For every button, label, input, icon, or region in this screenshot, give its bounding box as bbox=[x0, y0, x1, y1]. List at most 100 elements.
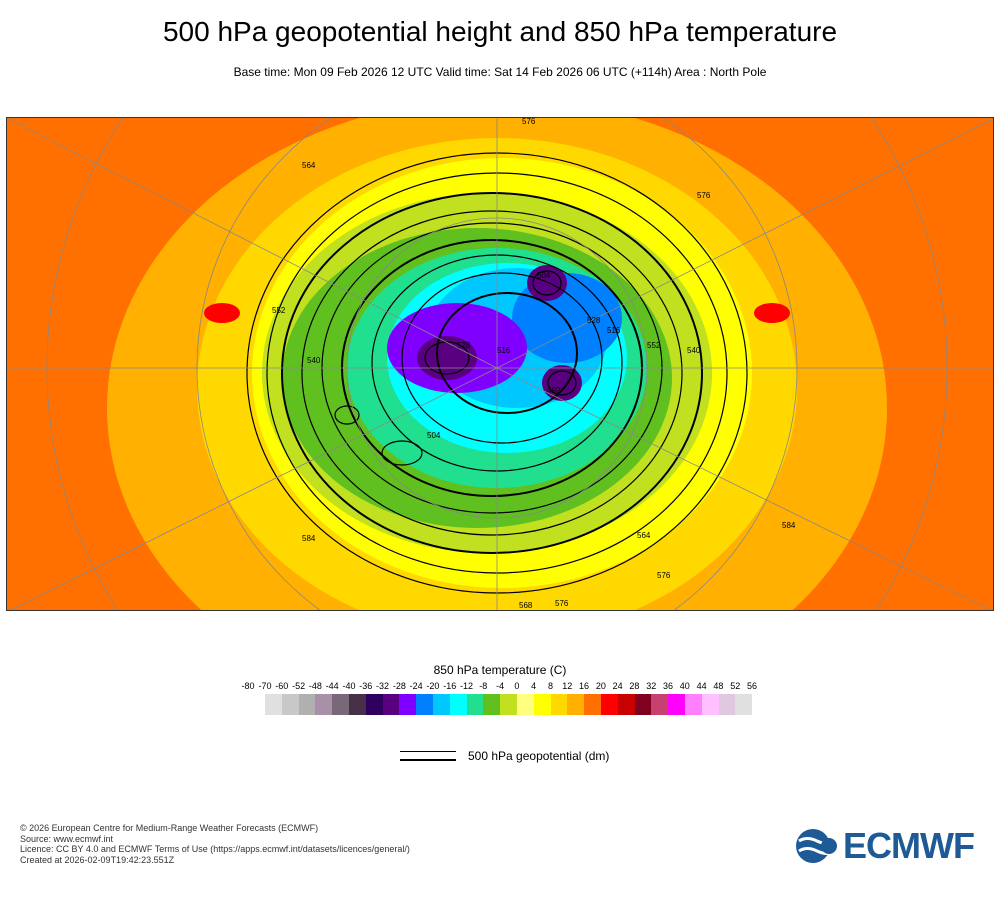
colorbar-swatch bbox=[315, 694, 333, 715]
colorbar-swatch bbox=[617, 694, 635, 715]
colorbar-swatch bbox=[399, 694, 417, 715]
contour-label: 576 bbox=[522, 118, 536, 126]
contour-label: 504 bbox=[427, 431, 441, 440]
colorbar-tick-label: -4 bbox=[496, 681, 505, 691]
colorbar-swatch bbox=[466, 694, 484, 715]
contour-label: 528 bbox=[587, 316, 601, 325]
contour-label: 504 bbox=[537, 271, 551, 280]
colorbar-swatch bbox=[416, 694, 433, 715]
colorbar-tick-label: -16 bbox=[443, 681, 457, 691]
colorbar-swatch bbox=[516, 694, 534, 715]
colorbar-tick-label: 24 bbox=[612, 681, 623, 691]
colorbar-tick-label: 44 bbox=[696, 681, 707, 691]
colorbar bbox=[265, 694, 753, 715]
contour-label: 564 bbox=[302, 161, 316, 170]
colorbar-tick-label: 48 bbox=[713, 681, 724, 691]
colorbar-swatch bbox=[668, 694, 685, 715]
footer: © 2026 European Centre for Medium-Range … bbox=[20, 823, 410, 865]
contour-label: 584 bbox=[782, 521, 796, 530]
colorbar-swatch bbox=[550, 694, 568, 715]
colorbar-swatch bbox=[348, 694, 366, 715]
licence: Licence: CC BY 4.0 and ECMWF Terms of Us… bbox=[20, 844, 410, 854]
contour-label: 528 bbox=[457, 341, 471, 350]
colorbar-tick-label: -44 bbox=[325, 681, 339, 691]
colorbar-tick-label: 32 bbox=[646, 681, 657, 691]
colorbar-tick-label: -70 bbox=[258, 681, 272, 691]
colorbar-tick-label: 56 bbox=[746, 681, 758, 691]
colorbar-tick-label: -24 bbox=[409, 681, 423, 691]
colorbar-swatch bbox=[500, 694, 517, 715]
colorbar-swatch bbox=[684, 694, 702, 715]
chart-title: 500 hPa geopotential height and 850 hPa … bbox=[162, 16, 838, 47]
colorbar-tick-label: 36 bbox=[663, 681, 674, 691]
colorbar-swatch bbox=[634, 694, 652, 715]
colorbar-tick-label: 20 bbox=[595, 681, 606, 691]
colorbar-tick-label: 0 bbox=[514, 681, 520, 691]
colorbar-tick-label: -12 bbox=[460, 681, 474, 691]
colorbar-swatch bbox=[449, 694, 467, 715]
contour-label: 552 bbox=[272, 306, 286, 315]
contour-label: 540 bbox=[687, 346, 701, 355]
colorbar-swatch bbox=[718, 694, 736, 715]
contour-label: 516 bbox=[607, 326, 621, 335]
colorbar-tick-label: 8 bbox=[547, 681, 553, 691]
contour-label: 540 bbox=[307, 356, 321, 365]
ecmwf-logo: ECMWF bbox=[795, 825, 975, 867]
colorbar-labels: -80 -70 -60 -52 -48 -44 -40 -36 -32 -28 -24 -20 -16-… bbox=[238, 681, 762, 693]
contour-label: 564 bbox=[637, 531, 651, 540]
created-at: Created at 2026-02-09T19:42:23.551Z bbox=[20, 854, 175, 865]
colorbar-swatch bbox=[567, 694, 585, 715]
colorbar-swatch bbox=[298, 694, 316, 715]
colorbar-swatch bbox=[281, 694, 299, 715]
contour-label: 568 bbox=[519, 601, 533, 610]
contour-label: 516 bbox=[497, 346, 511, 355]
contour-label: 552 bbox=[647, 341, 661, 350]
colorbar-tick-label: -20 bbox=[426, 681, 440, 691]
colorbar-tick-label: 52 bbox=[730, 681, 741, 691]
colorbar-tick-label: -40 bbox=[342, 681, 356, 691]
contour-label: 576 bbox=[697, 191, 711, 200]
colorbar-swatch bbox=[432, 694, 450, 715]
colorbar-swatch bbox=[382, 694, 400, 715]
colorbar-swatch bbox=[584, 694, 601, 715]
ecmwf-logo-text: ECMWF bbox=[843, 825, 975, 866]
contour-labels: 576 564 552 540 528 516 504 492 584 576 … bbox=[272, 118, 796, 610]
colorbar-tick-label: -52 bbox=[292, 681, 306, 691]
contour-label: 576 bbox=[555, 599, 569, 608]
colorbar-tick-label: 40 bbox=[679, 681, 690, 691]
contour-label: 584 bbox=[302, 534, 316, 543]
copyright: © 2026 European Centre for Medium-Range … bbox=[20, 823, 319, 833]
map-canvas: 576 564 552 540 528 516 504 492 584 576 … bbox=[7, 118, 993, 610]
colorbar-swatch bbox=[332, 694, 349, 715]
colorbar-swatch bbox=[483, 694, 501, 715]
graticule bbox=[7, 118, 993, 610]
colorbar-swatch bbox=[600, 694, 618, 715]
colorbar-swatch bbox=[651, 694, 669, 715]
colorbar-swatch bbox=[735, 694, 753, 715]
colorbar-tick-label: 28 bbox=[629, 681, 640, 691]
colorbar-tick-label: 4 bbox=[531, 681, 537, 691]
contour-label: 492 bbox=[547, 386, 561, 395]
colorbar-tick-label: -60 bbox=[275, 681, 289, 691]
colorbar-title: 850 hPa temperature (C) bbox=[433, 663, 567, 677]
colorbar-tick-label: -32 bbox=[376, 681, 390, 691]
geopotential-legend-line bbox=[400, 751, 456, 761]
colorbar-tick-label: 16 bbox=[579, 681, 590, 691]
colorbar-tick-label: -8 bbox=[479, 681, 488, 691]
colorbar-tick-label: 12 bbox=[562, 681, 573, 691]
colorbar-swatch bbox=[265, 694, 282, 715]
geopotential-legend-label: 500 hPa geopotential (dm) bbox=[468, 749, 610, 763]
colorbar-swatch bbox=[701, 694, 719, 715]
colorbar-swatch bbox=[365, 694, 383, 715]
weather-map: 576 564 552 540 528 516 504 492 584 576 … bbox=[6, 117, 994, 611]
colorbar-tick-label: -80 bbox=[241, 681, 255, 691]
colorbar-tick-label: -36 bbox=[359, 681, 373, 691]
ecmwf-logo-icon bbox=[796, 829, 838, 863]
warm-spot bbox=[204, 303, 240, 323]
chart-subtitle: Base time: Mon 09 Feb 2026 12 UTC Valid … bbox=[233, 65, 767, 79]
contour-label: 576 bbox=[657, 571, 671, 580]
source: Source: www.ecmwf.int bbox=[20, 833, 114, 844]
warm-spot bbox=[754, 303, 790, 323]
colorbar-swatch bbox=[533, 694, 551, 715]
